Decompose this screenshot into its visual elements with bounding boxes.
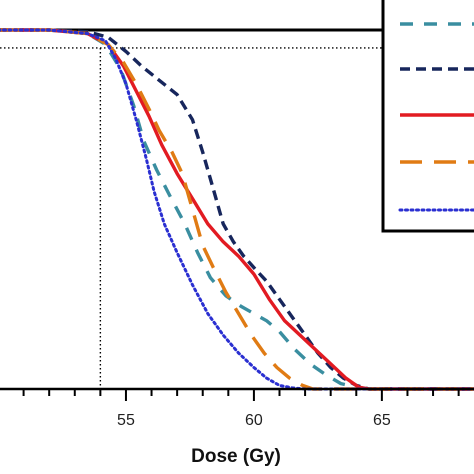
series-lines [0,28,474,391]
x-tick-label: 65 [373,412,391,429]
reference-lines [0,28,385,389]
series-line-2 [0,28,474,391]
series-line-1 [0,28,474,391]
x-axis-title: Dose (Gy) [191,446,281,467]
legend [381,0,474,233]
x-tick-label: 55 [117,412,135,429]
x-tick-label: 60 [245,412,263,429]
x-axis: 55 60 65 [0,387,474,429]
series-line-3 [0,28,474,391]
series-line-5 [0,28,474,391]
